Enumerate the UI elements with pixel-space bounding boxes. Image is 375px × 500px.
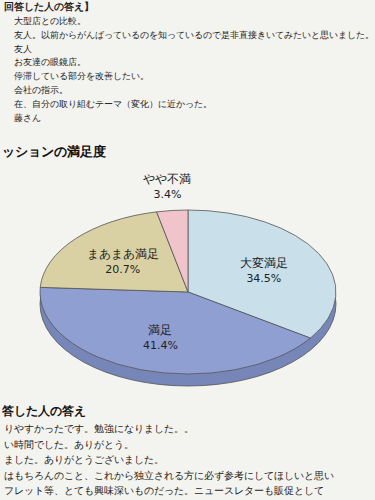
slice-name: 大変満足 (240, 256, 288, 270)
slice-value: 41.4% (143, 339, 178, 352)
slice-name: まあまあ満足 (87, 247, 159, 261)
page: 回答した人の答え】大型店との比較。友人。以前からがんばっているのを知っているので… (0, 0, 375, 500)
answer-line: 友人。以前からがんばっているのを知っているので是非直接きいてみたいと思いました。 (14, 30, 374, 40)
answer-line: 大型店との比較。 (14, 16, 86, 26)
answer-line: お友達の眼鏡店。 (14, 57, 86, 67)
slice-value: 34.5% (246, 272, 281, 285)
answer-line: 友人 (14, 44, 32, 54)
slice-value: 20.7% (105, 263, 140, 276)
chart-title: ッションの満足度 (2, 144, 106, 159)
pie-slice (40, 287, 310, 374)
slice-name: 満足 (148, 323, 172, 337)
section-heading: 回答した人の答え】 (4, 1, 94, 12)
section-heading: 答した人の答え (1, 404, 86, 418)
pie (40, 210, 336, 374)
answer-line: 停滞している部分を改善したい。 (14, 71, 149, 81)
answer-line: 在、自分の取り組むテーマ（変化）に近かった。 (14, 99, 212, 109)
answer-line: 会社の指示。 (14, 85, 68, 95)
answer-line: い時間でした。ありがとう。 (4, 439, 134, 450)
answer-line: 藤さん (14, 113, 41, 123)
slice-name: やや不満 (143, 172, 191, 186)
answer-line: りやすかったです。勉強になりました。。 (4, 423, 194, 434)
data-labels: 大変満足 34.5% 満足 41.4% まあまあ満足 20.7% やや不満 3.4% (87, 172, 288, 352)
pie-slice (157, 210, 188, 292)
answer-line: はもちろんのこと、これから独立される方に必ず参考にしてほしいと思い (4, 470, 334, 482)
answer-line: ました。ありがとうございました。 (4, 454, 164, 465)
answer-line: フレット等、とても興味深いものだった。ニュースレターも販促として (4, 485, 324, 496)
slice-value: 3.4% (154, 188, 182, 201)
